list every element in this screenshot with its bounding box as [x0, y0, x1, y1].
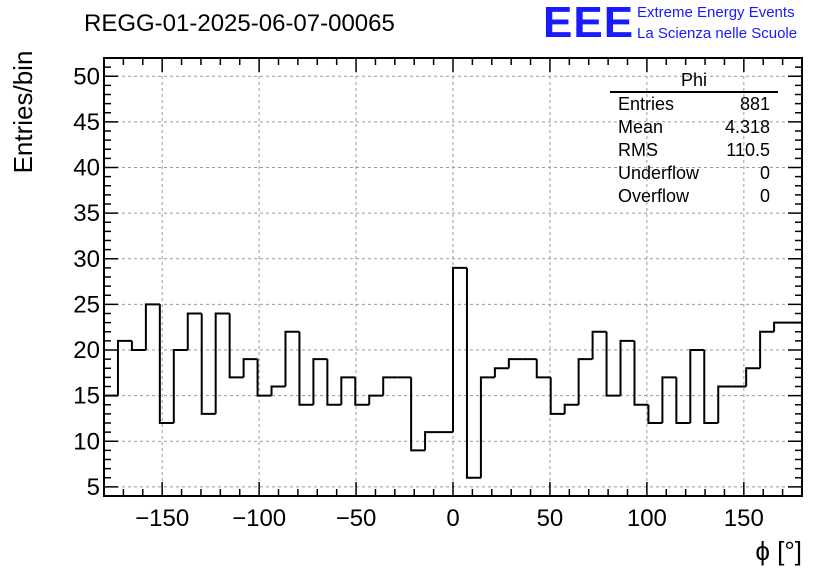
- stats-row-overflow: Overflow 0: [610, 185, 778, 208]
- x-tick-label: −50: [336, 505, 377, 532]
- stats-row-mean: Mean 4.318: [610, 116, 778, 139]
- y-tick-label: 25: [73, 291, 100, 318]
- histogram-bin: [158, 304, 174, 424]
- x-tick-label: 150: [724, 505, 764, 532]
- y-tick-label: 5: [87, 474, 100, 501]
- logo-text-line1: Extreme Energy Events: [637, 4, 795, 21]
- histogram-bin: [633, 340, 649, 406]
- axis-tick-labels: −150 −100 −50 0 50 100 150 5 10 15 20 25 30 35 40 45 50: [73, 63, 764, 532]
- histogram-bin: [214, 312, 230, 414]
- histogram-bin: [256, 359, 272, 397]
- y-tick-label: 30: [73, 246, 100, 273]
- histogram-bin: [689, 349, 705, 423]
- stats-value: 0: [759, 186, 770, 206]
- histogram-bin: [759, 330, 775, 369]
- histogram-bin: [186, 312, 202, 350]
- axis-ticks: [104, 57, 802, 497]
- stats-label: RMS: [618, 140, 658, 160]
- x-tick-label: −100: [232, 505, 286, 532]
- stats-label: Entries: [618, 94, 675, 114]
- histogram-bin: [507, 358, 523, 369]
- histogram-bin: [549, 377, 565, 415]
- histogram-bin: [424, 431, 440, 451]
- histogram-bin: [619, 339, 635, 396]
- stats-value: 4.318: [724, 117, 770, 137]
- histogram-bin: [242, 358, 258, 378]
- histogram-bin: [563, 403, 579, 414]
- chart-title: REGG-01-2025-06-07-00065: [84, 10, 395, 37]
- histogram-bin: [452, 266, 467, 433]
- histogram-bin: [717, 385, 733, 423]
- stats-value: 0: [759, 163, 770, 183]
- histogram-bin: [661, 376, 677, 423]
- x-tick-label: 100: [627, 505, 667, 532]
- x-tick-label: 50: [537, 505, 564, 532]
- histogram-bin: [479, 376, 495, 478]
- histogram-bin: [577, 358, 593, 405]
- histogram-bin: [465, 267, 481, 479]
- histogram-bin: [535, 359, 551, 379]
- stats-label: Underflow: [618, 163, 700, 183]
- y-axis-label: Entries/bin: [8, 51, 38, 174]
- histogram-bin: [284, 330, 300, 387]
- x-tick-label: −150: [135, 505, 189, 532]
- histogram-bin: [647, 404, 663, 424]
- stats-label: Overflow: [618, 186, 690, 206]
- histogram-bin: [298, 331, 314, 406]
- eee-logo: EEE: [543, 0, 635, 47]
- stats-title: Phi: [610, 70, 778, 93]
- y-tick-label: 20: [73, 337, 100, 364]
- histogram-bin: [354, 377, 370, 406]
- histogram-bin: [326, 359, 342, 406]
- histogram-bin: [116, 339, 132, 396]
- y-tick-label: 10: [73, 428, 100, 455]
- stats-value: 110.5: [726, 140, 770, 160]
- stats-value: 881: [739, 94, 770, 114]
- histogram-bin: [228, 313, 244, 379]
- logo-text-line2: La Scienza nelle Scuole: [637, 25, 798, 42]
- x-tick-label: 0: [446, 505, 459, 532]
- histogram-bin: [172, 349, 188, 423]
- x-axis-label: ϕ [°]: [755, 536, 802, 566]
- histogram-bin: [382, 376, 398, 396]
- stats-box: Phi Entries 881 Mean 4.318 RMS 110.5 Und…: [610, 70, 778, 208]
- histogram-bin: [788, 321, 803, 496]
- histogram-bin: [591, 330, 607, 360]
- histogram-bin: [144, 303, 160, 350]
- y-tick-label: 15: [73, 383, 100, 410]
- histogram-bin: [368, 394, 384, 405]
- histogram-bin: [675, 377, 691, 424]
- y-tick-label: 50: [73, 63, 100, 90]
- stats-row-rms: RMS 110.5: [610, 139, 778, 162]
- y-tick-label: 45: [73, 109, 100, 136]
- histogram-bin: [410, 377, 426, 452]
- histogram-bin: [745, 367, 761, 387]
- histogram-bin: [605, 331, 621, 397]
- stats-row-entries: Entries 881: [610, 93, 778, 116]
- histogram-bin: [340, 376, 356, 405]
- histogram-bin: [270, 385, 286, 396]
- y-tick-label: 40: [73, 155, 100, 182]
- histogram-bin: [200, 313, 216, 415]
- histogram-bin: [703, 350, 719, 424]
- stats-label: Mean: [618, 117, 664, 137]
- histogram-bin: [130, 340, 146, 351]
- histogram-bin: [103, 394, 118, 496]
- histogram-bin: [493, 367, 509, 378]
- histogram-bin: [773, 321, 789, 332]
- histogram-bin: [312, 358, 328, 405]
- y-tick-label: 35: [73, 200, 100, 227]
- stats-row-underflow: Underflow 0: [610, 162, 778, 185]
